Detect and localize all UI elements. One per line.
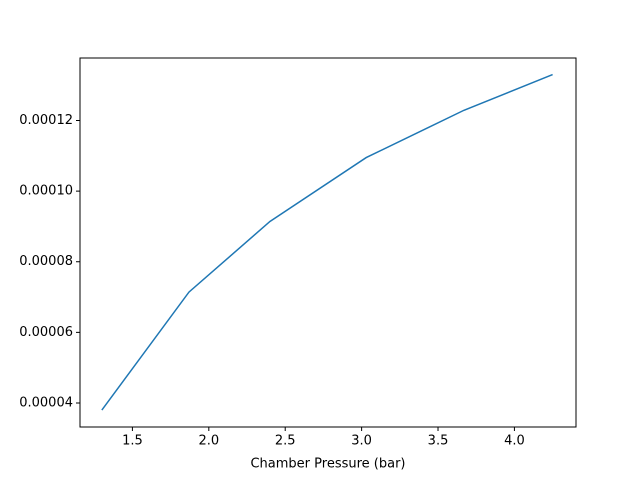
x-tick-label: 2.5 [275,434,296,449]
y-tick-label: 0.00006 [19,325,73,340]
y-tick-label: 0.00012 [19,113,73,128]
x-tick-label: 2.0 [198,434,219,449]
x-tick-label: 3.0 [351,434,372,449]
x-tick-label: 1.5 [122,434,143,449]
y-tick-label: 0.00010 [19,184,73,199]
line-series [101,73,553,411]
x-tick-label: 4.0 [504,434,525,449]
y-tick-label: 0.00004 [19,395,73,410]
x-axis-label: Chamber Pressure (bar) [250,457,405,472]
plot-frame [79,57,577,428]
x-tick-label: 3.5 [428,434,449,449]
y-tick-label: 0.00008 [19,254,73,269]
